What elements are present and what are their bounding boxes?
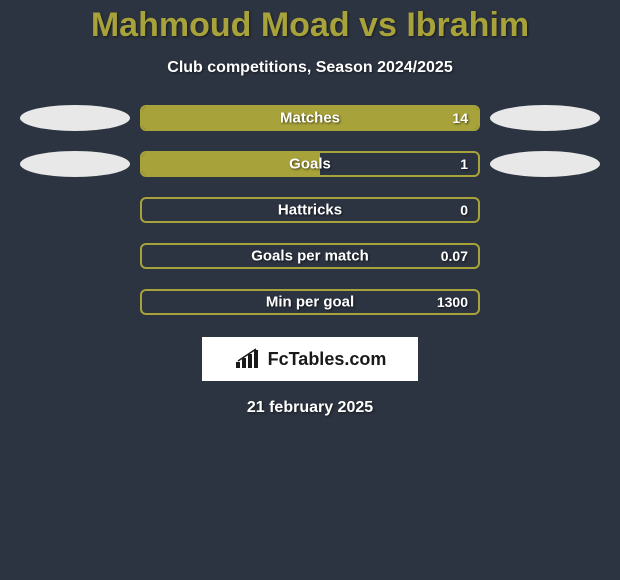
left-ellipse: [20, 151, 130, 177]
stats-container: Matches 14 Goals 1 Hattricks 0 Goals per…: [0, 105, 620, 315]
stat-bar: Hattricks 0: [140, 197, 480, 223]
stat-row-gpm: Goals per match 0.07: [0, 243, 620, 269]
stat-row-matches: Matches 14: [0, 105, 620, 131]
stat-label: Matches: [280, 110, 340, 127]
logo-box: FcTables.com: [202, 337, 418, 381]
stat-label: Hattricks: [278, 202, 342, 219]
stat-label: Goals per match: [251, 248, 369, 265]
stat-label: Goals: [289, 156, 331, 173]
stat-value: 0: [460, 202, 468, 218]
subtitle: Club competitions, Season 2024/2025: [0, 59, 620, 77]
logo-text: FcTables.com: [268, 349, 387, 370]
stat-bar: Matches 14: [140, 105, 480, 131]
stat-value: 1: [460, 156, 468, 172]
stat-bar: Goals per match 0.07: [140, 243, 480, 269]
stat-value: 1300: [437, 294, 468, 310]
left-ellipse: [20, 105, 130, 131]
stat-row-goals: Goals 1: [0, 151, 620, 177]
page-title: Mahmoud Moad vs Ibrahim: [0, 0, 620, 45]
chart-icon: [234, 348, 262, 370]
title-text: Mahmoud Moad vs Ibrahim: [91, 6, 529, 44]
stat-bar: Goals 1: [140, 151, 480, 177]
stat-bar: Min per goal 1300: [140, 289, 480, 315]
right-ellipse: [490, 151, 600, 177]
right-ellipse: [490, 105, 600, 131]
stat-value: 0.07: [441, 248, 468, 264]
stat-row-mpg: Min per goal 1300: [0, 289, 620, 315]
date-label: 21 february 2025: [0, 399, 620, 417]
stat-value: 14: [452, 110, 468, 126]
stat-row-hattricks: Hattricks 0: [0, 197, 620, 223]
stat-label: Min per goal: [266, 294, 354, 311]
